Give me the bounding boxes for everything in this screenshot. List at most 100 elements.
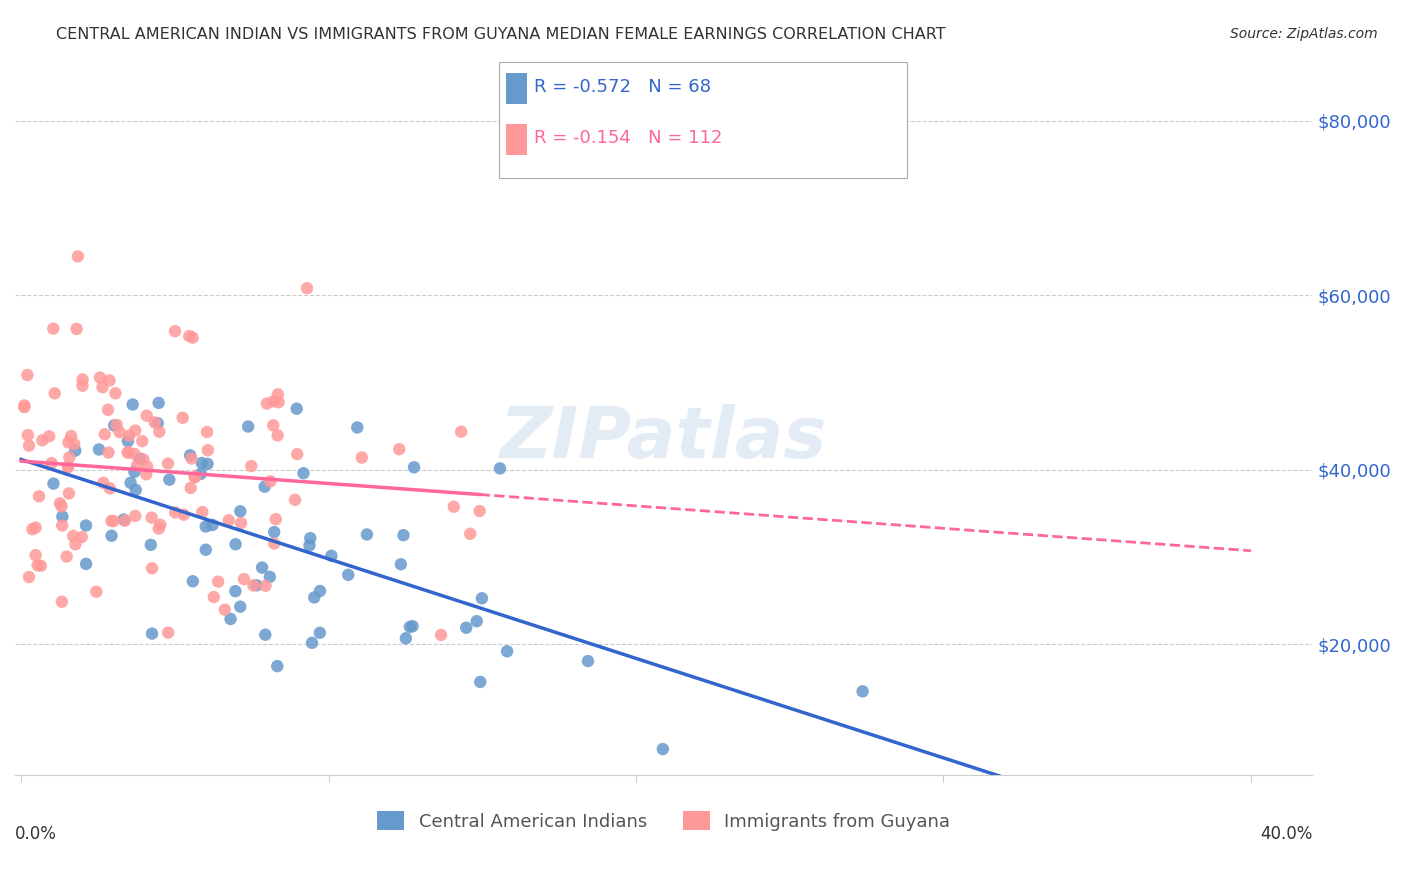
Text: R = -0.154   N = 112: R = -0.154 N = 112 [534,129,723,147]
Point [157,625,180,640]
Point [132,452,155,467]
Point [308,625,330,640]
Point [91,380,114,394]
Point [27,558,49,573]
Point [181,331,204,345]
Point [149,517,172,532]
Text: CENTRAL AMERICAN INDIAN VS IMMIGRANTS FROM GUYANA MEDIAN FEMALE EARNINGS CORRELA: CENTRAL AMERICAN INDIAN VS IMMIGRANTS FR… [56,27,946,42]
Point [21,522,44,536]
Point [62,529,84,543]
Point [58,486,80,500]
Point [17,428,39,442]
Point [301,636,323,650]
Point [214,602,236,616]
Point [15,368,38,382]
Point [263,536,285,550]
Point [86,584,108,599]
Point [263,525,285,540]
Point [112,512,135,526]
Point [256,396,278,410]
Point [197,457,219,471]
Point [183,469,205,483]
Point [51,500,73,514]
Point [207,574,229,589]
Point [42,321,65,335]
Point [295,281,318,295]
Point [56,460,79,475]
Point [179,448,201,462]
Point [292,467,315,481]
Point [131,434,153,449]
Point [219,612,242,626]
Point [118,428,141,442]
Point [576,654,599,668]
Point [456,621,478,635]
Point [143,416,166,430]
Point [250,560,273,574]
Point [450,425,472,439]
Point [470,674,492,689]
Point [139,538,162,552]
Point [259,570,281,584]
Point [165,505,187,519]
Point [124,424,146,438]
Point [173,508,195,522]
Point [356,527,378,541]
Point [146,416,169,430]
Point [51,595,73,609]
Point [262,394,284,409]
Point [56,460,79,475]
Point [395,632,418,646]
Point [157,473,180,487]
Point [179,329,201,343]
Point [184,470,207,484]
Point [108,425,131,439]
Point [321,549,343,563]
Point [103,514,125,528]
Point [51,518,73,533]
Point [262,418,284,433]
Point [121,398,143,412]
Point [105,417,128,432]
Point [496,644,519,658]
Point [337,567,360,582]
Point [13,401,35,415]
Point [98,481,121,495]
Point [18,439,41,453]
Point [218,513,240,527]
Point [471,591,494,606]
Text: 0.0%: 0.0% [15,825,56,843]
Point [63,437,86,451]
Point [28,489,51,503]
Point [141,626,163,640]
Point [298,538,321,552]
Point [242,578,264,592]
Point [124,465,146,479]
Point [41,456,63,470]
Point [103,418,125,433]
Point [852,684,875,698]
Point [114,514,136,528]
Point [98,374,121,388]
Point [72,378,94,392]
Point [172,410,194,425]
Point [346,420,368,434]
Point [129,451,152,466]
Point [42,476,65,491]
Point [97,402,120,417]
Point [468,504,491,518]
Point [13,399,35,413]
Point [97,445,120,459]
Point [254,628,277,642]
Point [66,249,89,263]
Point [124,447,146,461]
Point [117,434,139,449]
Point [191,456,214,470]
Point [392,528,415,542]
Point [264,512,287,526]
Legend: Central American Indians, Immigrants from Guyana: Central American Indians, Immigrants fro… [370,804,957,838]
Point [55,549,77,564]
Point [195,425,218,439]
Point [104,386,127,401]
Text: ZIPatlas: ZIPatlas [501,404,827,474]
